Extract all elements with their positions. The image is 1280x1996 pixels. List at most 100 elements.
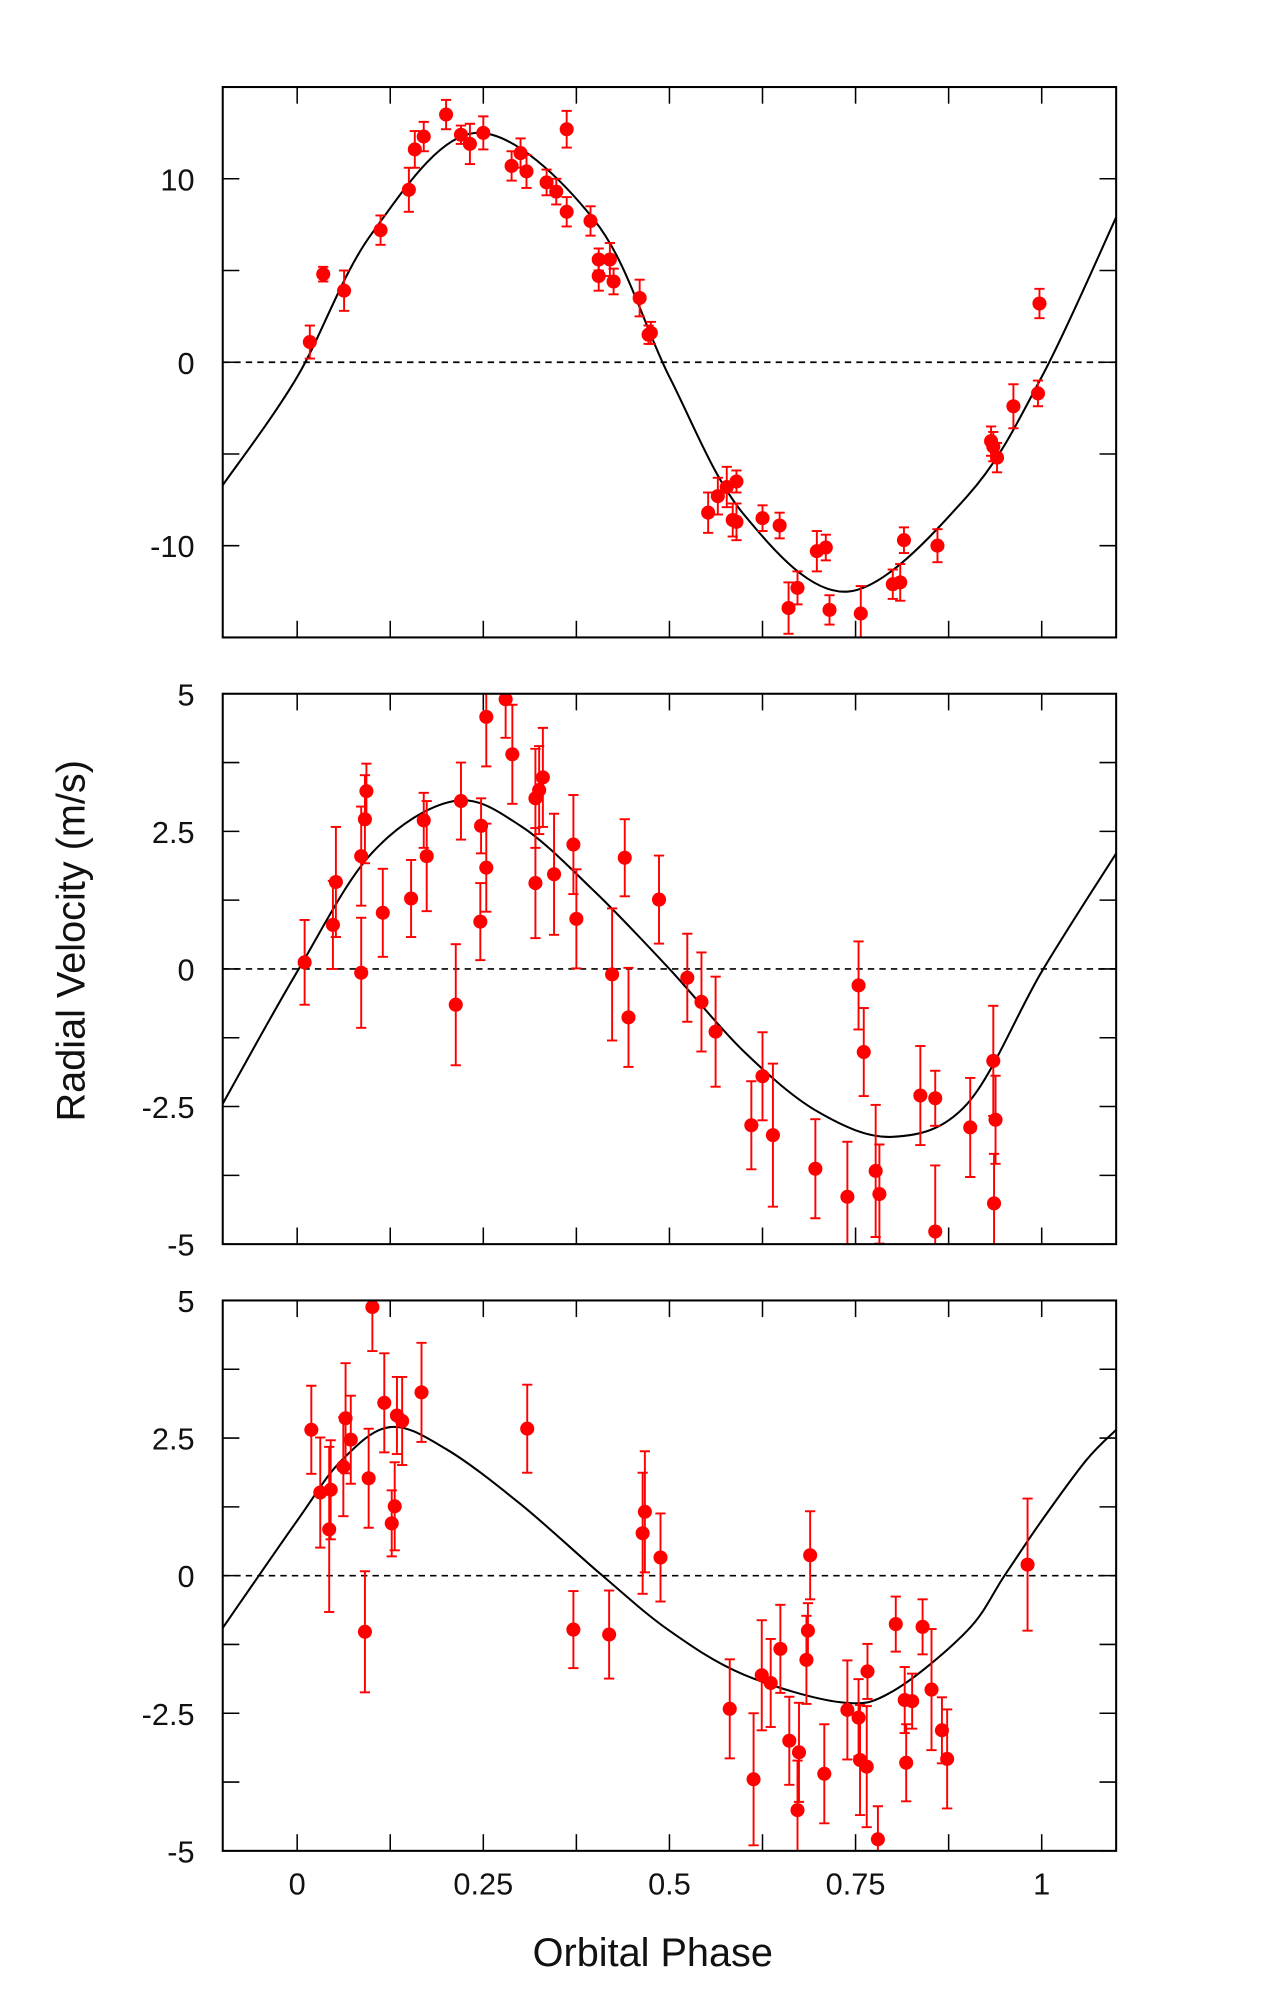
data-point <box>913 1088 928 1103</box>
data-point <box>549 184 564 199</box>
y-tick-label: 5 <box>177 677 194 712</box>
data-point <box>928 1091 943 1106</box>
data-point <box>479 709 494 724</box>
data-point <box>337 283 352 298</box>
y-tick-label: -5 <box>167 1228 194 1263</box>
y-tick-label: 2.5 <box>152 815 195 850</box>
data-point <box>708 1024 723 1039</box>
y-tick-label: -2.5 <box>142 1697 195 1732</box>
data-point <box>746 1772 761 1787</box>
data-point <box>323 1482 338 1497</box>
data-point <box>343 1432 358 1447</box>
plot-frame <box>221 86 1118 639</box>
x-tick-label: 0.25 <box>453 1866 513 1901</box>
data-point <box>416 813 431 828</box>
data-points <box>302 98 1047 638</box>
data-point <box>322 1522 337 1537</box>
data-point <box>868 1163 883 1178</box>
data-point <box>602 252 617 267</box>
data-point <box>818 540 833 555</box>
data-point <box>357 1624 372 1639</box>
plot-frame <box>221 692 1118 1246</box>
data-point <box>822 602 837 617</box>
data-point <box>851 1710 866 1725</box>
data-point <box>632 290 647 306</box>
y-axis-title: Radial Velocity (m/s) <box>49 760 93 1121</box>
data-point <box>401 182 416 197</box>
data-point <box>404 891 419 906</box>
x-tick-label: 0 <box>289 1866 306 1901</box>
data-point <box>934 1723 949 1738</box>
data-point <box>419 849 434 864</box>
data-point <box>384 1516 399 1531</box>
data-point <box>453 127 469 142</box>
data-point <box>1032 296 1047 311</box>
plot-frame <box>221 1299 1118 1852</box>
panel-3: 0 0.25 0.5 0.75 1 5 2.5 0 -2.5 -5 <box>142 1284 1118 1901</box>
data-point <box>694 994 709 1010</box>
x-axis-title: Orbital Phase <box>533 1931 773 1975</box>
data-point <box>365 1300 380 1315</box>
data-point <box>800 1623 815 1638</box>
data-point <box>532 783 547 798</box>
model-curve <box>222 131 1117 593</box>
data-point <box>569 911 584 926</box>
data-point <box>859 1759 874 1774</box>
data-point <box>513 146 528 161</box>
data-point <box>710 489 725 504</box>
data-point <box>302 335 317 350</box>
data-point <box>395 1413 410 1429</box>
data-point <box>765 1128 780 1143</box>
data-point <box>476 125 491 140</box>
panel-1: 10 0 -10 <box>150 86 1118 639</box>
data-point <box>641 327 656 342</box>
data-point <box>853 606 868 621</box>
data-point <box>856 1045 871 1060</box>
data-point <box>605 967 620 982</box>
data-point <box>617 850 632 865</box>
data-point <box>872 1187 887 1202</box>
y-tick-label: 5 <box>177 1284 194 1319</box>
data-point <box>915 1619 930 1634</box>
data-point <box>722 1701 737 1716</box>
data-point <box>860 1664 875 1679</box>
data-point <box>773 1641 788 1656</box>
data-point <box>328 874 343 890</box>
data-point <box>928 1224 943 1239</box>
data-point <box>989 450 1005 465</box>
x-tick-label: 1 <box>1033 1866 1050 1901</box>
data-point <box>361 1471 376 1486</box>
data-point <box>414 1385 429 1400</box>
y-tick-label: -5 <box>167 1834 194 1869</box>
panels: 10 0 -10 5 2.5 0 -2.5 -5 0 0.25 0.5 0.75 1 5 2.5 0 -2.5 -… <box>142 86 1118 1901</box>
data-point <box>505 747 520 762</box>
data-point <box>559 204 574 219</box>
data-point <box>870 1832 885 1847</box>
data-point <box>905 1694 920 1709</box>
data-point <box>755 1069 770 1084</box>
y-tick-label: 0 <box>177 346 194 381</box>
data-point <box>591 268 606 284</box>
data-point <box>602 1627 617 1642</box>
data-point <box>416 129 431 144</box>
data-point <box>479 860 494 875</box>
data-point <box>375 905 390 920</box>
data-point <box>729 514 744 529</box>
data-point <box>808 1161 823 1176</box>
y-tick-label: -10 <box>150 529 194 564</box>
data-point <box>791 1745 807 1760</box>
data-point <box>546 867 562 882</box>
data-point <box>986 1053 1001 1068</box>
data-point <box>851 978 866 993</box>
data-point <box>637 1504 652 1519</box>
data-point <box>559 122 574 137</box>
data-point <box>1030 386 1046 401</box>
data-point <box>462 136 477 151</box>
data-point <box>963 1120 978 1135</box>
data-point <box>803 1548 818 1563</box>
data-point <box>782 1733 797 1748</box>
data-point <box>448 997 463 1012</box>
data-point <box>635 1526 650 1541</box>
data-point <box>566 837 581 852</box>
